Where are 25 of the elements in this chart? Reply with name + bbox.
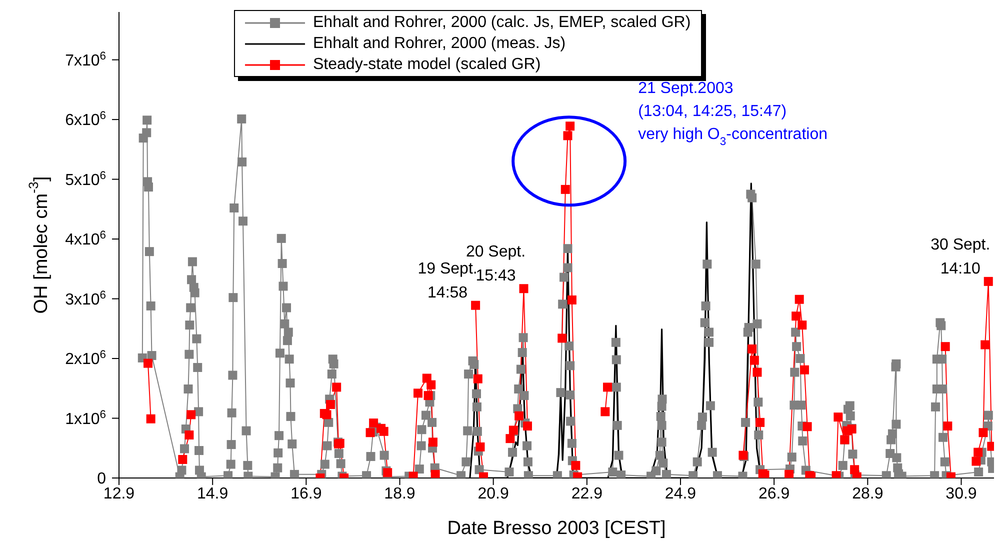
- y-tick-label: 1x10$^{6}$: [65, 408, 106, 428]
- annotation: 21 Sept.2003 (13:04, 14:25, 15:47) very high O$_{3}$-concentration: [638, 80, 828, 148]
- x-tick-label: 12.9: [103, 485, 135, 502]
- x-tick-label: 30.9: [946, 485, 977, 502]
- y-tick-label: 2x10$^{6}$: [65, 349, 106, 368]
- legend-label: Ehhalt and Rohrer, 2000 (calc. Js, EMEP, scaled GR): [313, 14, 691, 32]
- x-tick-label: 20.9: [478, 485, 510, 502]
- x-tick-label: 24.9: [664, 485, 696, 502]
- y-tick-label: 0: [97, 470, 106, 488]
- annotation: 19 Sept. 14:58: [418, 260, 478, 302]
- x-tick-label: 28.9: [852, 485, 884, 502]
- y-tick-label: 3x10$^{6}$: [65, 289, 106, 308]
- x-tick-label: 16.9: [290, 485, 322, 502]
- legend-label: Steady-state model (scaled GR): [313, 56, 541, 74]
- annotation: 30 Sept. 14:10: [930, 236, 990, 278]
- legend-label: Ehhalt and Rohrer, 2000 (meas. Js): [313, 34, 566, 52]
- x-tick-label: 18.9: [384, 485, 416, 502]
- x-tick-label: 22.9: [571, 485, 603, 502]
- x-tick-label: 26.9: [758, 485, 790, 502]
- y-tick-label: 6x10$^{6}$: [65, 110, 106, 130]
- x-tick-label: 14.9: [197, 485, 228, 502]
- y-tick-label: 4x10$^{6}$: [65, 230, 106, 249]
- x-axis-title: Date Bresso 2003 [CEST]: [447, 518, 666, 539]
- y-tick-label: 5x10$^{6}$: [65, 170, 106, 189]
- y-tick-label: 7x10$^{6}$: [65, 50, 106, 70]
